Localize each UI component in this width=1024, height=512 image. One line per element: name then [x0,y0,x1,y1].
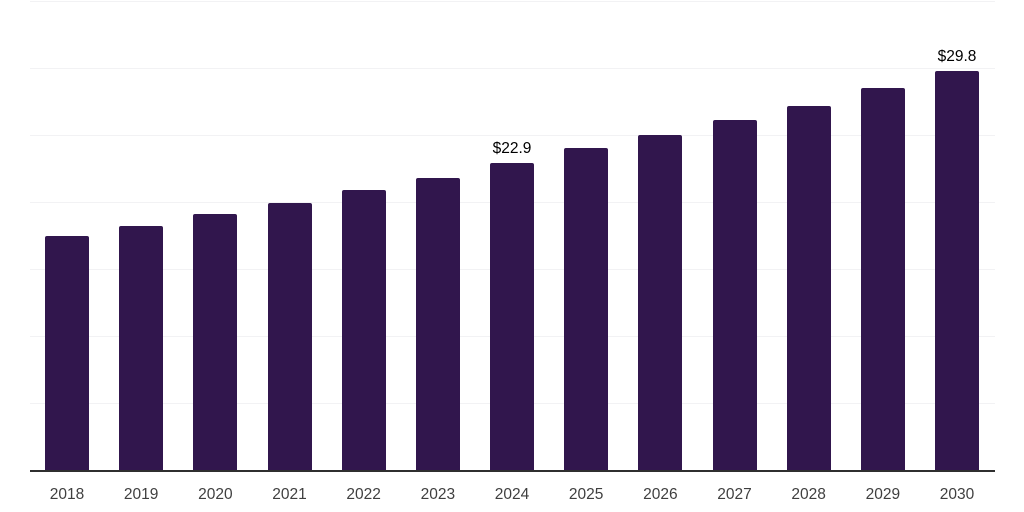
bar-2020 [193,214,238,470]
gridline [30,1,995,2]
x-tick-label-2021: 2021 [272,486,307,503]
x-tick-label-2029: 2029 [865,486,901,503]
gridline [30,68,995,69]
bar-2027 [712,120,757,470]
x-tick-label-2022: 2022 [346,486,381,503]
bar-2024 [490,163,534,470]
value-label-2030: $29.8 [937,47,977,65]
x-tick-label-2026: 2026 [643,486,678,503]
x-tick-label-2018: 2018 [49,486,85,503]
x-tick-label-2027: 2027 [717,486,752,503]
bar-2029 [860,88,905,470]
gridline [30,135,995,136]
bar-2023 [415,177,460,470]
bar-2022 [341,189,386,470]
x-axis-line [30,470,995,472]
x-tick-label-2024: 2024 [494,486,530,503]
x-tick-label-2025: 2025 [568,486,604,503]
x-tick-label-2030: 2030 [939,486,975,503]
value-label-2024: $22.9 [492,140,532,158]
bar-2026 [638,135,683,470]
bar-2018 [45,235,89,470]
bar-2028 [786,105,831,470]
x-tick-label-2023: 2023 [420,486,456,503]
x-tick-label-2019: 2019 [123,486,159,503]
bar-2030 [935,70,979,470]
bar-2019 [119,226,164,470]
bar-2025 [564,148,609,470]
x-tick-label-2020: 2020 [198,486,233,503]
x-tick-label-2028: 2028 [791,486,826,503]
bar-2021 [267,203,312,470]
